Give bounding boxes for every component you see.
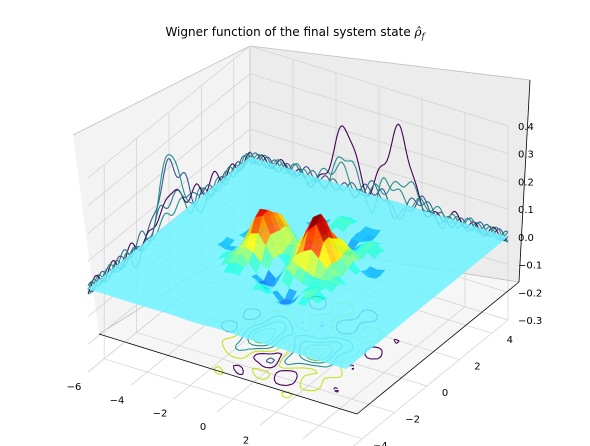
z-tick-label: −0.3 [518, 316, 542, 327]
title-rho-subscript: f [421, 32, 427, 41]
z-tick-label: 0.2 [518, 177, 534, 188]
y-axis-line [356, 281, 520, 415]
chart-title: Wigner function of the final system stat… [165, 25, 426, 41]
y-tick-label: −4 [373, 441, 388, 446]
x-tick-label: −2 [153, 409, 168, 420]
x-profile-line [249, 152, 509, 240]
y-tick-label: 0 [442, 388, 448, 399]
floor-contour-level [265, 357, 276, 364]
y-tick-label: 2 [474, 362, 480, 373]
x-tick-label: −6 [67, 382, 82, 393]
grid-line-z [87, 128, 509, 262]
wigner-surface [87, 156, 509, 369]
y-tick-label: 4 [507, 335, 513, 346]
title-rho-symbol: ρ̂ [414, 25, 422, 39]
axis-lines [98, 79, 531, 415]
grid-line-z [87, 101, 509, 234]
y-tick-label: −2 [405, 414, 420, 425]
z-tick-label: 0.4 [518, 122, 534, 133]
x-axis-line [98, 333, 358, 415]
surface-patch [338, 362, 352, 369]
z-tick-label: 0.1 [518, 205, 534, 216]
tick-labels: −6−4−20246−4−20240.40.30.20.10.0−0.1−0.2… [67, 122, 543, 446]
x-tick-label: −4 [110, 395, 125, 406]
x-tick-label: 2 [243, 435, 249, 446]
z-tick-label: −0.2 [518, 288, 542, 299]
grid-line-z [87, 45, 509, 179]
z-tick-label: −0.1 [518, 261, 542, 272]
z-tick-label: 0.3 [518, 150, 534, 161]
z-axis-line [518, 79, 531, 283]
grid-line-z [87, 73, 509, 206]
x-profile-line [249, 153, 509, 241]
z-tick-label: 0.0 [518, 233, 534, 244]
x-tick-label: 0 [200, 422, 206, 433]
